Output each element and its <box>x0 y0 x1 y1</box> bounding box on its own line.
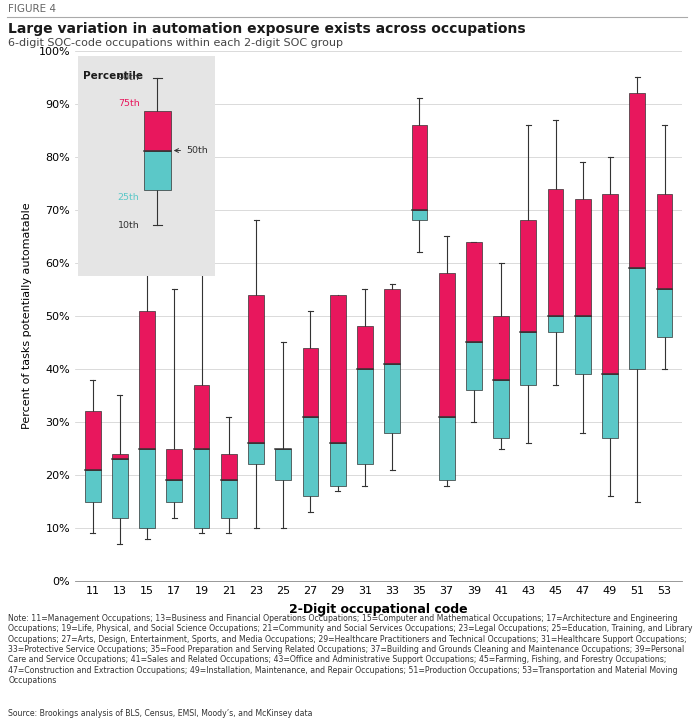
Bar <box>657 193 672 290</box>
Bar <box>548 316 564 332</box>
Bar <box>221 454 237 480</box>
Bar <box>112 459 128 518</box>
Bar <box>221 480 237 518</box>
Bar <box>303 417 319 496</box>
Bar <box>439 417 455 480</box>
Text: Source: Brookings analysis of BLS, Census, EMSI, Moody’s, and McKinsey data: Source: Brookings analysis of BLS, Censu… <box>8 709 313 718</box>
Bar <box>575 199 591 316</box>
Bar <box>412 210 428 220</box>
Text: Large variation in automation exposure exists across occupations: Large variation in automation exposure e… <box>8 22 526 35</box>
Bar <box>384 364 400 432</box>
Bar <box>629 93 645 268</box>
Bar <box>602 193 618 374</box>
X-axis label: 2-Digit occupational code: 2-Digit occupational code <box>289 603 468 616</box>
Bar <box>248 443 264 464</box>
Bar <box>139 310 155 448</box>
Bar <box>384 290 400 364</box>
Bar <box>657 290 672 337</box>
Bar <box>493 380 509 438</box>
Bar <box>575 316 591 374</box>
Bar <box>548 188 564 316</box>
Bar <box>602 374 618 438</box>
Bar <box>357 369 373 464</box>
Bar <box>303 348 319 417</box>
Y-axis label: Percent of tasks potentially automatable: Percent of tasks potentially automatable <box>22 203 31 429</box>
Bar <box>493 316 509 380</box>
Bar <box>194 448 210 529</box>
Bar <box>194 385 210 448</box>
Bar <box>466 342 482 390</box>
Bar <box>466 242 482 342</box>
Bar <box>167 448 183 480</box>
Bar <box>330 295 346 443</box>
Bar <box>139 448 155 529</box>
Text: Note: 11=Management Occupations; 13=Business and Financial Operations Occupation: Note: 11=Management Occupations; 13=Busi… <box>8 614 693 685</box>
Bar <box>412 125 428 210</box>
Text: FIGURE 4: FIGURE 4 <box>8 4 56 14</box>
Bar <box>85 470 101 502</box>
Bar <box>248 295 264 443</box>
Bar <box>330 443 346 486</box>
Bar <box>357 326 373 369</box>
Bar <box>439 274 455 417</box>
Bar <box>520 220 536 332</box>
Bar <box>112 454 128 459</box>
Bar <box>85 412 101 470</box>
Bar <box>629 268 645 369</box>
Bar <box>167 480 183 502</box>
Bar <box>520 332 536 385</box>
Bar <box>276 448 291 480</box>
Text: 6-digit SOC-code occupations within each 2-digit SOC group: 6-digit SOC-code occupations within each… <box>8 38 344 48</box>
